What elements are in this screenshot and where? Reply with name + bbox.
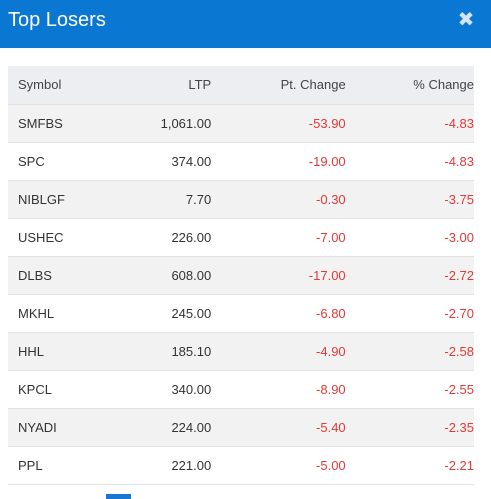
pct-change-cell: -2.70 [345,294,474,333]
pct-change-cell: -2.21 [345,446,474,485]
symbol-cell: HHL [8,332,117,371]
pt-change-cell: -8.90 [211,370,346,409]
pct-change-cell: -3.00 [345,218,474,257]
scroll-indicator[interactable] [106,494,131,499]
table-row[interactable]: KPCL 340.00 -8.90 -2.55 [8,370,474,409]
close-icon[interactable]: ✖ [457,9,475,31]
column-header-ltp[interactable]: LTP [116,66,212,105]
ltp-cell: 374.00 [116,142,212,181]
ltp-cell: 7.70 [116,180,212,219]
symbol-cell: NYADI [8,408,117,447]
table-row[interactable]: PPL 221.00 -5.00 -2.21 [8,446,474,485]
symbol-cell: DLBS [8,256,117,295]
ltp-cell: 185.10 [116,332,212,371]
pct-change-cell: -3.75 [345,180,474,219]
pt-change-cell: -0.30 [211,180,346,219]
table-row[interactable]: DLBS 608.00 -17.00 -2.72 [8,256,474,295]
column-header-pt-change[interactable]: Pt. Change [211,66,346,105]
pt-change-cell: -19.00 [211,142,346,181]
table-row[interactable]: HHL 185.10 -4.90 -2.58 [8,332,474,371]
symbol-cell: SMFBS [8,104,117,143]
pt-change-cell: -4.90 [211,332,346,371]
table-row[interactable]: NYADI 224.00 -5.40 -2.35 [8,408,474,447]
pct-change-cell: -2.55 [345,370,474,409]
pt-change-cell: -5.00 [211,446,346,485]
pct-change-cell: -2.35 [345,408,474,447]
pt-change-cell: -53.90 [211,104,346,143]
table-row[interactable]: MKHL 245.00 -6.80 -2.70 [8,294,474,333]
table-header-row: Symbol LTP Pt. Change % Change [8,66,474,105]
symbol-cell: NIBLGF [8,180,117,219]
table-row[interactable]: SPC 374.00 -19.00 -4.83 [8,142,474,181]
ltp-cell: 340.00 [116,370,212,409]
ltp-cell: 224.00 [116,408,212,447]
ltp-cell: 226.00 [116,218,212,257]
pt-change-cell: -5.40 [211,408,346,447]
column-header-pct-change[interactable]: % Change [345,66,474,105]
pt-change-cell: -17.00 [211,256,346,295]
modal-title: Top Losers [8,9,106,31]
top-losers-table: Symbol LTP Pt. Change % Change SMFBS 1,06… [8,66,474,485]
modal-header: Top Losers ✖ [0,0,491,48]
ltp-cell: 608.00 [116,256,212,295]
ltp-cell: 221.00 [116,446,212,485]
symbol-cell: MKHL [8,294,117,333]
ltp-cell: 1,061.00 [116,104,212,143]
pct-change-cell: -4.83 [345,142,474,181]
top-losers-table-container: Symbol LTP Pt. Change % Change SMFBS 1,06… [8,66,474,485]
table-row[interactable]: NIBLGF 7.70 -0.30 -3.75 [8,180,474,219]
table-row[interactable]: USHEC 226.00 -7.00 -3.00 [8,218,474,257]
symbol-cell: USHEC [8,218,117,257]
table-row[interactable]: SMFBS 1,061.00 -53.90 -4.83 [8,104,474,143]
pct-change-cell: -2.72 [345,256,474,295]
pct-change-cell: -4.83 [345,104,474,143]
symbol-cell: KPCL [8,370,117,409]
pt-change-cell: -7.00 [211,218,346,257]
column-header-symbol[interactable]: Symbol [8,66,117,105]
ltp-cell: 245.00 [116,294,212,333]
pt-change-cell: -6.80 [211,294,346,333]
table-body: SMFBS 1,061.00 -53.90 -4.83 SPC 374.00 -19.00-… [8,104,474,485]
symbol-cell: PPL [8,446,117,485]
symbol-cell: SPC [8,142,117,181]
pct-change-cell: -2.58 [345,332,474,371]
